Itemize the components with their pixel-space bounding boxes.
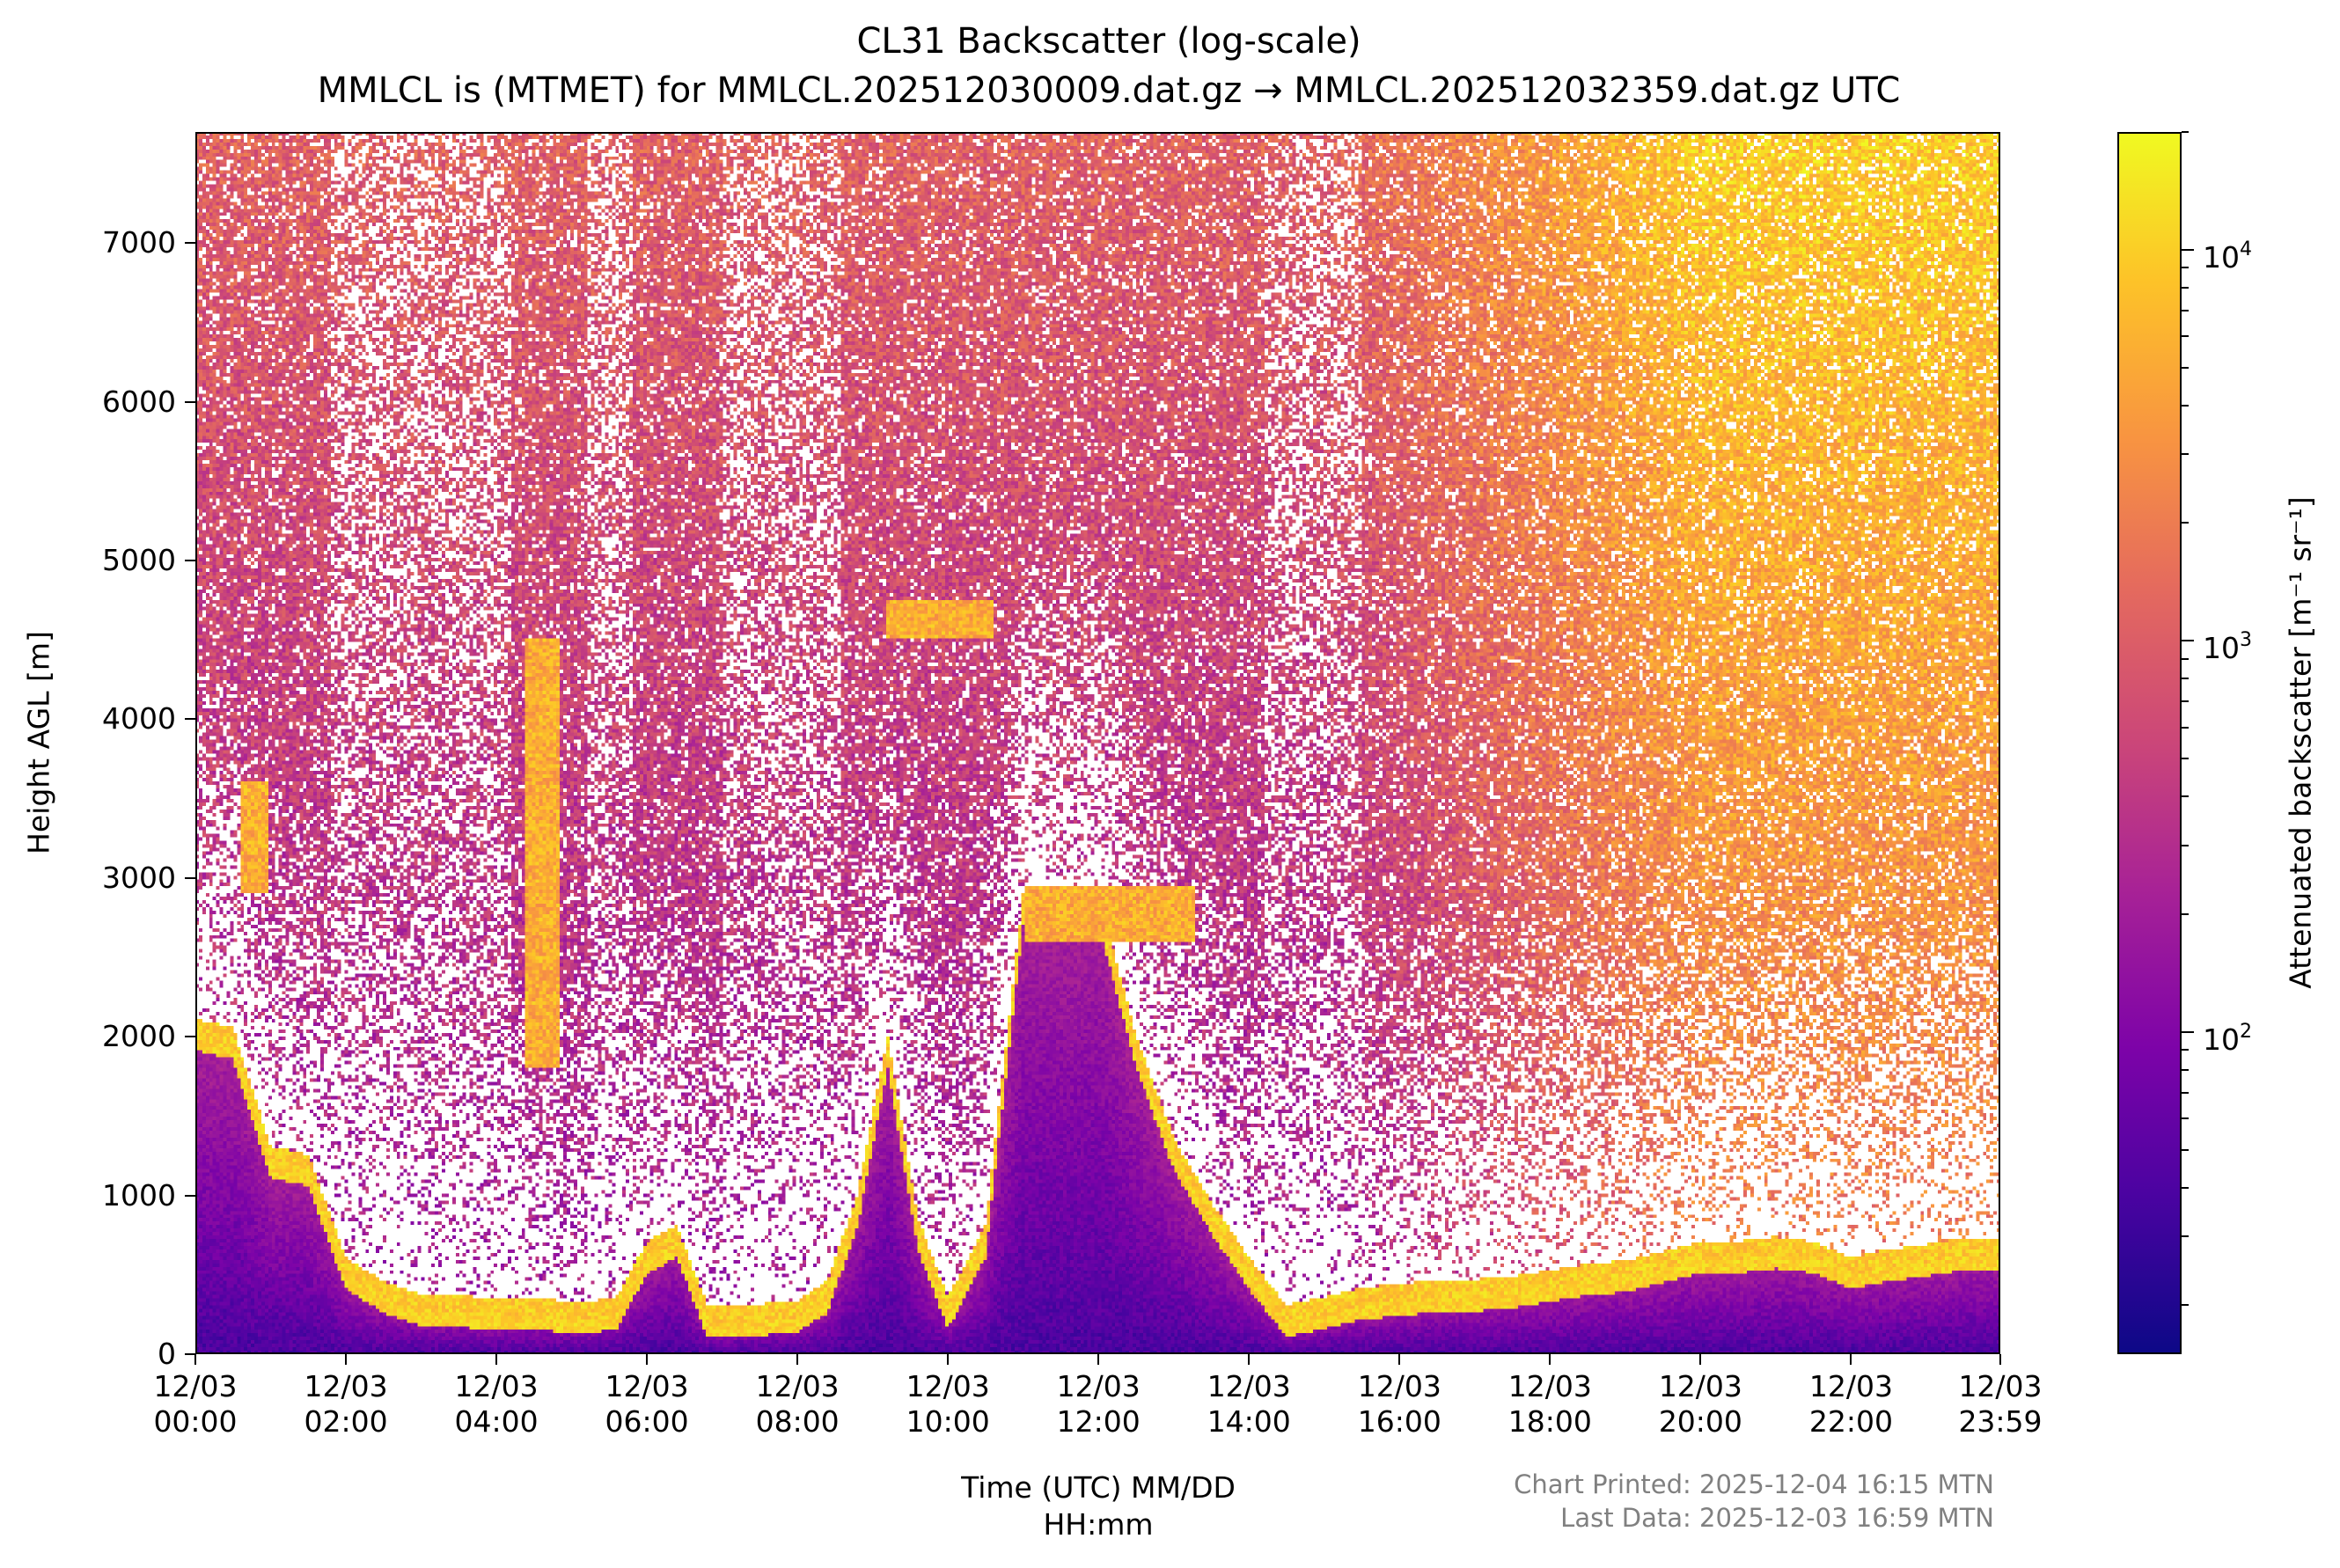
x-tick	[1248, 1354, 1251, 1365]
x-tick	[646, 1354, 649, 1365]
y-tick	[185, 400, 195, 403]
colorbar-minor-tick	[2182, 844, 2189, 846]
x-tick	[194, 1354, 196, 1365]
x-tick	[1999, 1354, 2001, 1365]
colorbar-minor-tick	[2182, 1091, 2189, 1094]
last-data-note: Last Data: 2025-12-03 16:59 MTN	[1560, 1503, 1994, 1533]
colorbar-minor-tick	[2182, 1148, 2189, 1151]
y-tick-label: 6000	[102, 384, 176, 419]
backscatter-heatmap	[195, 132, 2000, 1354]
x-tick-label: 12/03 14:00	[1207, 1369, 1291, 1439]
x-tick-label: 12/03 20:00	[1658, 1369, 1742, 1439]
x-tick	[345, 1354, 348, 1365]
x-axis-label: Time (UTC) MM/DD HH:mm	[961, 1470, 1236, 1542]
colorbar-major-tick	[2182, 1030, 2194, 1033]
colorbar-minor-tick	[2182, 912, 2189, 915]
y-tick	[185, 242, 195, 245]
y-tick	[185, 1036, 195, 1038]
colorbar-minor-tick	[2182, 309, 2189, 311]
x-tick-label: 12/03 12:00	[1056, 1369, 1141, 1439]
colorbar-minor-tick	[2182, 1068, 2189, 1071]
chart-title: CL31 Backscatter (log-scale)	[856, 21, 1361, 62]
x-tick	[1398, 1354, 1401, 1365]
x-tick-label: 12/03 06:00	[605, 1369, 689, 1439]
x-tick	[947, 1354, 950, 1365]
y-tick-label: 2000	[102, 1019, 176, 1054]
y-tick-label: 0	[158, 1337, 176, 1371]
colorbar-minor-tick	[2182, 1304, 2189, 1307]
colorbar-minor-tick	[2182, 453, 2189, 456]
x-tick-label: 12/03 22:00	[1808, 1369, 1893, 1439]
x-tick-label: 12/03 08:00	[755, 1369, 840, 1439]
y-tick-label: 7000	[102, 225, 176, 260]
colorbar-minor-tick	[2182, 726, 2189, 729]
x-tick	[495, 1354, 498, 1365]
colorbar-tick-label: 104	[2203, 238, 2252, 275]
y-axis-label: Height AGL [m]	[21, 631, 56, 854]
x-tick-label: 12/03 02:00	[304, 1369, 388, 1439]
x-tick-label: 12/03 00:00	[153, 1369, 238, 1439]
colorbar-minor-tick	[2182, 267, 2189, 269]
x-tick-label: 12/03 04:00	[454, 1369, 539, 1439]
x-tick-label: 12/03 23:59	[1958, 1369, 2043, 1439]
colorbar-tick-label: 102	[2203, 1020, 2252, 1057]
x-tick-label: 12/03 10:00	[906, 1369, 990, 1439]
colorbar-minor-tick	[2182, 131, 2189, 133]
x-tick	[796, 1354, 799, 1365]
y-tick-label: 4000	[102, 701, 176, 736]
chart-printed-note: Chart Printed: 2025-12-04 16:15 MTN	[1514, 1469, 1994, 1499]
x-tick-label: 12/03 16:00	[1357, 1369, 1441, 1439]
colorbar-label: Attenuated backscatter [m⁻¹ sr⁻¹]	[2283, 496, 2318, 989]
colorbar-minor-tick	[2182, 335, 2189, 338]
colorbar-minor-tick	[2182, 678, 2189, 680]
y-tick-label: 1000	[102, 1177, 176, 1213]
colorbar-minor-tick	[2182, 286, 2189, 289]
colorbar-tick-label: 103	[2203, 629, 2252, 666]
y-tick	[185, 560, 195, 562]
x-tick	[1097, 1354, 1100, 1365]
colorbar	[2117, 132, 2182, 1354]
colorbar-minor-tick	[2182, 1117, 2189, 1120]
colorbar-minor-tick	[2182, 700, 2189, 703]
colorbar-minor-tick	[2182, 1186, 2189, 1189]
y-tick-label: 3000	[102, 860, 176, 895]
x-tick	[1850, 1354, 1852, 1365]
chart-subtitle: MMLCL is (MTMET) for MMLCL.202512030009.…	[317, 70, 1901, 111]
colorbar-minor-tick	[2182, 758, 2189, 760]
colorbar-minor-tick	[2182, 404, 2189, 407]
colorbar-minor-tick	[2182, 1049, 2189, 1051]
y-tick-label: 5000	[102, 543, 176, 578]
colorbar-minor-tick	[2182, 657, 2189, 660]
colorbar-minor-tick	[2182, 795, 2189, 798]
colorbar-minor-tick	[2182, 1235, 2189, 1238]
colorbar-minor-tick	[2182, 522, 2189, 524]
x-tick	[1699, 1354, 1702, 1365]
heatmap-canvas	[195, 132, 2000, 1354]
colorbar-major-tick	[2182, 640, 2194, 642]
y-tick	[185, 876, 195, 879]
x-tick-label: 12/03 18:00	[1507, 1369, 1592, 1439]
y-tick	[185, 1194, 195, 1197]
colorbar-minor-tick	[2182, 366, 2189, 369]
y-tick	[185, 718, 195, 721]
y-tick	[185, 1353, 195, 1355]
colorbar-major-tick	[2182, 248, 2194, 251]
x-tick	[1549, 1354, 1551, 1365]
